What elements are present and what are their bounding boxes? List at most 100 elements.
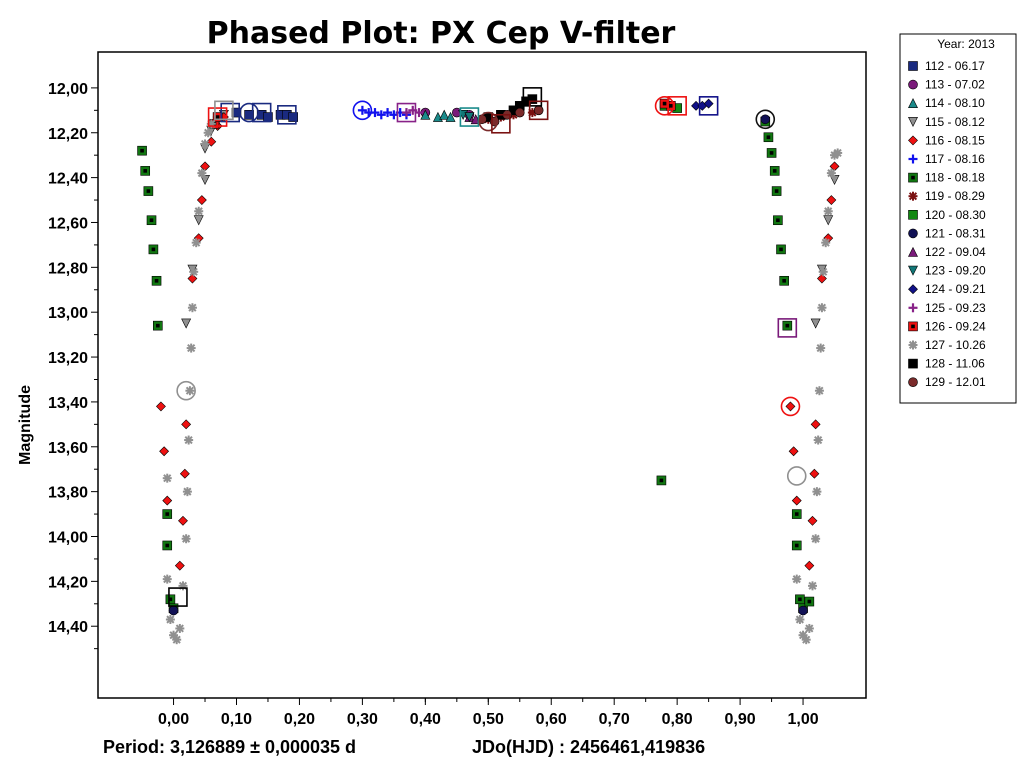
legend-marker	[908, 358, 918, 369]
highlight-ring	[214, 100, 234, 121]
highlight-ring	[667, 96, 687, 116]
data-point	[816, 343, 826, 353]
data-point	[810, 419, 821, 430]
data-point	[791, 509, 802, 519]
data-point	[817, 303, 827, 313]
data-point	[185, 386, 195, 396]
y-tick-label: 12,40	[48, 171, 88, 188]
data-point	[186, 343, 196, 353]
highlight-ring	[176, 380, 196, 401]
data-point	[809, 468, 820, 479]
plot-frame	[97, 51, 867, 699]
data-point	[813, 435, 823, 445]
x-tick-label: 0,90	[725, 711, 756, 728]
legend-marker	[908, 191, 918, 201]
data-point	[821, 238, 831, 248]
data-point	[807, 581, 817, 591]
highlight-ring	[654, 96, 675, 116]
legend-marker	[908, 79, 918, 90]
legend-entry: 121 - 08.31	[925, 226, 986, 240]
y-tick-label: 13,00	[48, 305, 88, 322]
data-point	[795, 594, 805, 605]
legend-title: Year: 2013	[937, 37, 995, 51]
x-tick-label: 0,50	[473, 711, 504, 728]
data-point	[168, 605, 179, 616]
data-point	[763, 132, 774, 143]
data-point	[801, 635, 811, 645]
data-point	[792, 574, 802, 584]
legend-entry: 115 - 08.12	[925, 115, 985, 129]
y-tick-label: 14,40	[48, 619, 88, 636]
data-point	[187, 303, 197, 313]
x-tick-label: 0,40	[410, 711, 441, 728]
data-point	[804, 623, 814, 633]
y-axis: 12,00 12,20 12,40 12,60 12,80 13,00 13,20 13,40…	[48, 81, 98, 650]
data-points	[137, 87, 843, 645]
y-tick-label: 13,20	[48, 350, 88, 367]
y-tick-label: 13,40	[48, 395, 88, 412]
legend-entry: 127 - 10.26	[925, 338, 986, 352]
period-label: Period: 3,126889 ± 0,000035 d	[103, 737, 356, 757]
x-tick-label: 0,10	[221, 711, 252, 728]
legend-entry: 129 - 12.01	[925, 375, 986, 389]
data-point	[162, 495, 173, 506]
legend-marker	[908, 135, 918, 146]
highlight-ring	[396, 102, 417, 123]
data-point	[159, 446, 170, 457]
legend-entry: 117 - 08.16	[925, 152, 985, 166]
x-tick-label: 0,70	[599, 711, 630, 728]
x-tick-label: 0,20	[284, 711, 315, 728]
y-tick-label: 14,00	[48, 530, 88, 547]
data-point	[703, 98, 714, 109]
data-point	[823, 206, 833, 216]
data-point	[174, 560, 185, 571]
legend-entry: 124 - 09.21	[925, 282, 986, 296]
x-tick-label: 0,80	[662, 711, 693, 728]
data-point	[203, 128, 213, 138]
highlight-ring	[352, 100, 373, 121]
legend-marker	[908, 265, 918, 276]
data-point	[760, 114, 771, 125]
data-point	[445, 111, 456, 122]
data-point	[153, 320, 163, 331]
legend-entry: 114 - 08.10	[925, 96, 985, 110]
data-point	[197, 168, 207, 178]
y-tick-label: 13,80	[48, 485, 88, 502]
data-point	[814, 386, 824, 396]
data-point	[370, 108, 380, 118]
legend-marker	[908, 377, 918, 388]
legend-entry: 120 - 08.30	[925, 208, 986, 222]
legend-entry: 128 - 11.06	[925, 357, 985, 371]
highlight-ring	[168, 587, 188, 607]
data-point	[776, 244, 786, 255]
legend-marker	[908, 210, 918, 220]
highlight-ring	[698, 96, 719, 116]
data-point	[178, 515, 188, 526]
y-tick-label: 14,20	[48, 574, 88, 591]
data-point	[200, 139, 210, 149]
data-point	[143, 186, 154, 196]
y-tick-label: 12,60	[48, 215, 88, 232]
legend-marker	[908, 340, 918, 350]
highlight-ring	[459, 107, 480, 127]
legend-entry: 122 - 09.04	[925, 245, 986, 259]
data-point	[137, 145, 147, 156]
legend-entry: 118 - 08.18	[925, 171, 985, 185]
legend-entry: 126 - 09.24	[925, 319, 986, 333]
highlight-ring	[777, 318, 798, 338]
data-point	[212, 112, 223, 122]
legend-marker	[908, 321, 918, 332]
highlight-ring	[755, 109, 776, 130]
highlight-ring	[220, 102, 240, 123]
data-point	[439, 109, 450, 120]
data-point	[244, 110, 254, 120]
data-point	[165, 614, 175, 624]
legend: Year: 2013 112 - 06.17 113 - 07.02 114 - 0…	[899, 33, 1017, 404]
data-point	[795, 614, 805, 624]
legend-marker	[908, 303, 918, 313]
highlight-ring	[207, 107, 228, 127]
legend-marker	[908, 172, 918, 183]
legend-marker	[908, 228, 918, 239]
data-point	[140, 166, 151, 176]
data-point	[656, 475, 667, 486]
